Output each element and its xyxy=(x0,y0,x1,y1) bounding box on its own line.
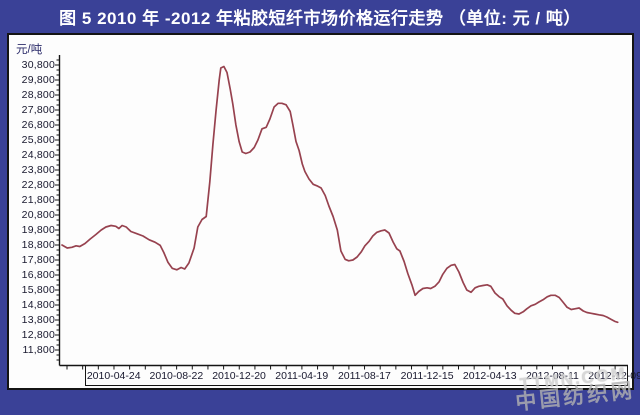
x-axis-tick-label: 2012-08-11 xyxy=(525,370,579,382)
x-axis-tick-label: 2012-04-13 xyxy=(462,370,517,382)
y-axis-tick-label: 14,800 xyxy=(21,299,55,311)
x-axis-tick-label: 2010-08-22 xyxy=(149,370,204,382)
x-axis-tick-label: 2010-12-20 xyxy=(212,370,266,382)
title-bar: 图 5 2010 年 -2012 年粘胶短纤市场价格运行走势 （单位: 元 / … xyxy=(0,0,640,33)
y-axis-tick-label: 15,800 xyxy=(21,284,55,296)
x-axis-tick-label: 2011-08-17 xyxy=(337,370,391,382)
y-axis-tick-label: 29,800 xyxy=(21,74,55,86)
chart-title: 图 5 2010 年 -2012 年粘胶短纤市场价格运行走势 （单位: 元 / … xyxy=(59,9,581,28)
y-axis-tick-label: 28,800 xyxy=(21,89,55,101)
y-axis-tick-label: 21,800 xyxy=(21,194,55,206)
y-axis-tick-label: 27,800 xyxy=(21,104,55,116)
y-axis-tick-label: 17,800 xyxy=(21,254,55,266)
y-axis-tick-label: 12,800 xyxy=(21,329,55,341)
price-line-chart xyxy=(55,55,628,386)
x-axis-tick-label: 2011-04-19 xyxy=(275,370,329,382)
y-axis-tick-label: 24,800 xyxy=(21,149,55,161)
y-axis-tick-label: 20,800 xyxy=(21,209,55,221)
y-axis-tick-label: 22,800 xyxy=(21,179,55,191)
y-axis-tick-label: 25,800 xyxy=(21,134,55,146)
x-axis-tick-label: 2011-12-15 xyxy=(400,370,454,382)
y-axis-tick-label: 13,800 xyxy=(21,314,55,326)
y-axis-unit-label: 元/吨 xyxy=(16,44,43,56)
y-axis-tick-label: 30,800 xyxy=(21,59,55,71)
chart-panel xyxy=(7,33,634,390)
y-axis-tick-label: 19,800 xyxy=(21,224,55,236)
y-axis-tick-label: 23,800 xyxy=(21,164,55,176)
y-axis-tick-label: 11,800 xyxy=(22,344,55,356)
y-axis-tick-label: 18,800 xyxy=(21,239,55,251)
price-series-line xyxy=(61,65,619,324)
y-axis-tick-label: 26,800 xyxy=(21,119,55,131)
y-axis-tick-label: 16,800 xyxy=(21,269,55,281)
x-axis-tick-label: 2010-04-24 xyxy=(86,370,141,382)
